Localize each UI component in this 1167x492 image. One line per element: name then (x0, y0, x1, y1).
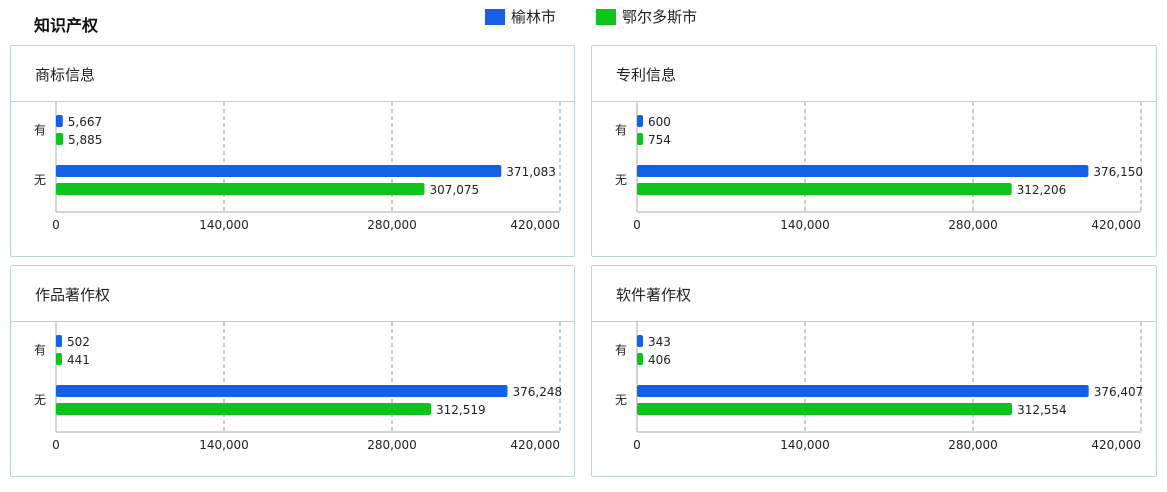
trademark-chart: 0 140,000 280,000 420,000 有 5,667 5,885 无 371,08… (34, 102, 561, 232)
legend-label-yulin: 榆林市 (511, 8, 557, 26)
works-copyright-chart: 0 140,000 280,000 420,000 有 502 441 无 376,248 312… (34, 322, 562, 452)
chart-legend: 榆林市 鄂尔多斯市 (485, 6, 697, 27)
bar-ordos (637, 353, 643, 365)
y-category-label: 无 (615, 393, 627, 407)
bar-ordos (637, 133, 643, 145)
bar-ordos (56, 183, 425, 195)
data-label: 5,667 (68, 115, 102, 129)
software-copyright-panel: 软件著作权 0 140,000 280,000 420,000 有 343 406 无 376,… (591, 265, 1157, 477)
y-category-label: 有 (615, 123, 627, 137)
legend-label-ordos: 鄂尔多斯市 (622, 8, 698, 26)
data-label: 502 (67, 335, 90, 349)
data-label: 312,206 (1017, 183, 1067, 197)
y-category-label: 有 (34, 343, 46, 357)
legend-item-yulin[interactable]: 榆林市 (485, 6, 556, 27)
data-label: 307,075 (429, 183, 479, 197)
data-label: 376,150 (1093, 165, 1143, 179)
x-tick-label: 140,000 (199, 438, 249, 452)
legend-item-ordos[interactable]: 鄂尔多斯市 (596, 6, 697, 27)
panel-title: 软件著作权 (616, 286, 692, 304)
bar-ordos (56, 403, 432, 415)
bar-ordos (56, 353, 62, 365)
panel-header: 软件著作权 (592, 266, 1156, 322)
patent-panel: 专利信息 0 140,000 280,000 420,000 有 600 754 无 376,1… (591, 45, 1157, 257)
bar-yulin (56, 165, 502, 177)
bar-ordos (56, 133, 64, 145)
bar-yulin (637, 115, 643, 127)
patent-chart: 0 140,000 280,000 420,000 有 600 754 无 376,150 312… (615, 102, 1143, 232)
x-tick-label: 0 (52, 218, 60, 232)
x-tick-label: 140,000 (780, 438, 830, 452)
y-category-label: 无 (34, 393, 46, 407)
trademark-panel: 商标信息 0 140,000 280,000 420,000 有 5,667 5,885 无 3… (10, 45, 575, 257)
bar-yulin (637, 165, 1089, 177)
x-tick-label: 140,000 (780, 218, 830, 232)
panel-header: 作品著作权 (11, 266, 574, 322)
data-label: 371,083 (506, 165, 556, 179)
works-copyright-panel: 作品著作权 0 140,000 280,000 420,000 有 502 441 无 376,… (10, 265, 575, 477)
x-tick-label: 0 (633, 218, 641, 232)
panel-title: 作品著作权 (35, 286, 111, 304)
page-title: 知识产权 (34, 16, 99, 35)
data-label: 312,554 (1017, 403, 1067, 417)
bar-yulin (56, 115, 63, 127)
x-tick-label: 140,000 (199, 218, 249, 232)
bar-yulin (56, 335, 62, 347)
data-label: 754 (648, 133, 671, 147)
x-tick-label: 280,000 (367, 218, 417, 232)
y-category-label: 无 (615, 173, 627, 187)
legend-swatch-ordos (596, 8, 617, 25)
panel-header: 商标信息 (11, 46, 574, 102)
x-tick-label: 280,000 (948, 438, 998, 452)
data-label: 312,519 (436, 403, 486, 417)
x-tick-label: 0 (633, 438, 641, 452)
legend-swatch-yulin (485, 8, 505, 25)
bar-yulin (637, 385, 1089, 397)
data-label: 441 (67, 353, 90, 367)
x-tick-label: 420,000 (510, 438, 560, 452)
x-tick-label: 280,000 (948, 218, 998, 232)
panel-header: 专利信息 (592, 46, 1156, 102)
data-label: 343 (648, 335, 671, 349)
x-tick-label: 420,000 (1091, 218, 1141, 232)
bar-ordos (637, 403, 1013, 415)
data-label: 406 (648, 353, 671, 367)
data-label: 5,885 (68, 133, 102, 147)
y-category-label: 有 (34, 123, 46, 137)
x-tick-label: 280,000 (367, 438, 417, 452)
x-tick-label: 420,000 (510, 218, 560, 232)
y-category-label: 无 (34, 173, 46, 187)
panel-title: 商标信息 (35, 66, 96, 84)
data-label: 600 (648, 115, 671, 129)
bar-yulin (56, 385, 508, 397)
panel-title: 专利信息 (616, 66, 677, 84)
data-label: 376,407 (1094, 385, 1144, 399)
y-category-label: 有 (615, 343, 627, 357)
software-copyright-chart: 0 140,000 280,000 420,000 有 343 406 无 376,407 312… (615, 322, 1144, 452)
x-tick-label: 0 (52, 438, 60, 452)
bar-yulin (637, 335, 643, 347)
x-tick-label: 420,000 (1091, 438, 1141, 452)
data-label: 376,248 (512, 385, 562, 399)
bar-ordos (637, 183, 1012, 195)
